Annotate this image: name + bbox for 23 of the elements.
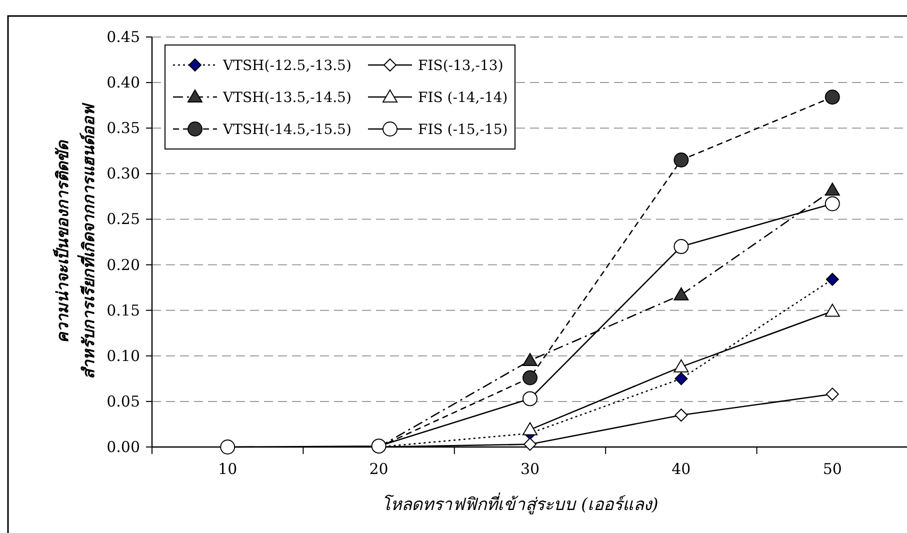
legend-label: FIS (-15,-15) <box>418 122 508 138</box>
x-tick-label: 40 <box>672 460 691 478</box>
legend-label: FIS (-14,-14) <box>418 90 508 106</box>
y-tick-label: 0.00 <box>106 438 140 456</box>
y-axis-title: ความน่าจะเป็นของการติดขัด สำหรับการเรียกที่เกิดจากการแฮนด์ออฟ <box>52 102 98 379</box>
y-tick-label: 0.10 <box>106 346 140 365</box>
legend-label: VTSH(-14.5,-15.5) <box>222 122 352 138</box>
y-tick-label: 0.40 <box>106 74 140 92</box>
y-tick-label: 0.25 <box>106 210 140 228</box>
legend-label: VTSH(-13.5,-14.5) <box>222 90 352 106</box>
legend-label: VTSH(-12.5,-13.5) <box>222 58 352 74</box>
legend-label: FIS(-13,-13) <box>418 58 504 74</box>
y-tick-label: 0.05 <box>106 392 140 410</box>
x-tick-label: 30 <box>520 460 540 478</box>
x-axis-title: โหลดทราฟฟิกที่เข้าสู่ระบบ (เออร์แลง) <box>382 492 658 515</box>
x-tick-label: 20 <box>369 460 388 478</box>
y-tick-label: 0.30 <box>106 164 140 183</box>
x-tick-label: 50 <box>822 460 842 478</box>
y-tick-label: 0.35 <box>106 119 140 138</box>
y-tick-label: 0.20 <box>106 256 140 274</box>
y-tick-label: 0.45 <box>106 28 140 46</box>
y-tick-label: 0.15 <box>106 301 140 320</box>
x-tick-label: 10 <box>218 460 238 478</box>
